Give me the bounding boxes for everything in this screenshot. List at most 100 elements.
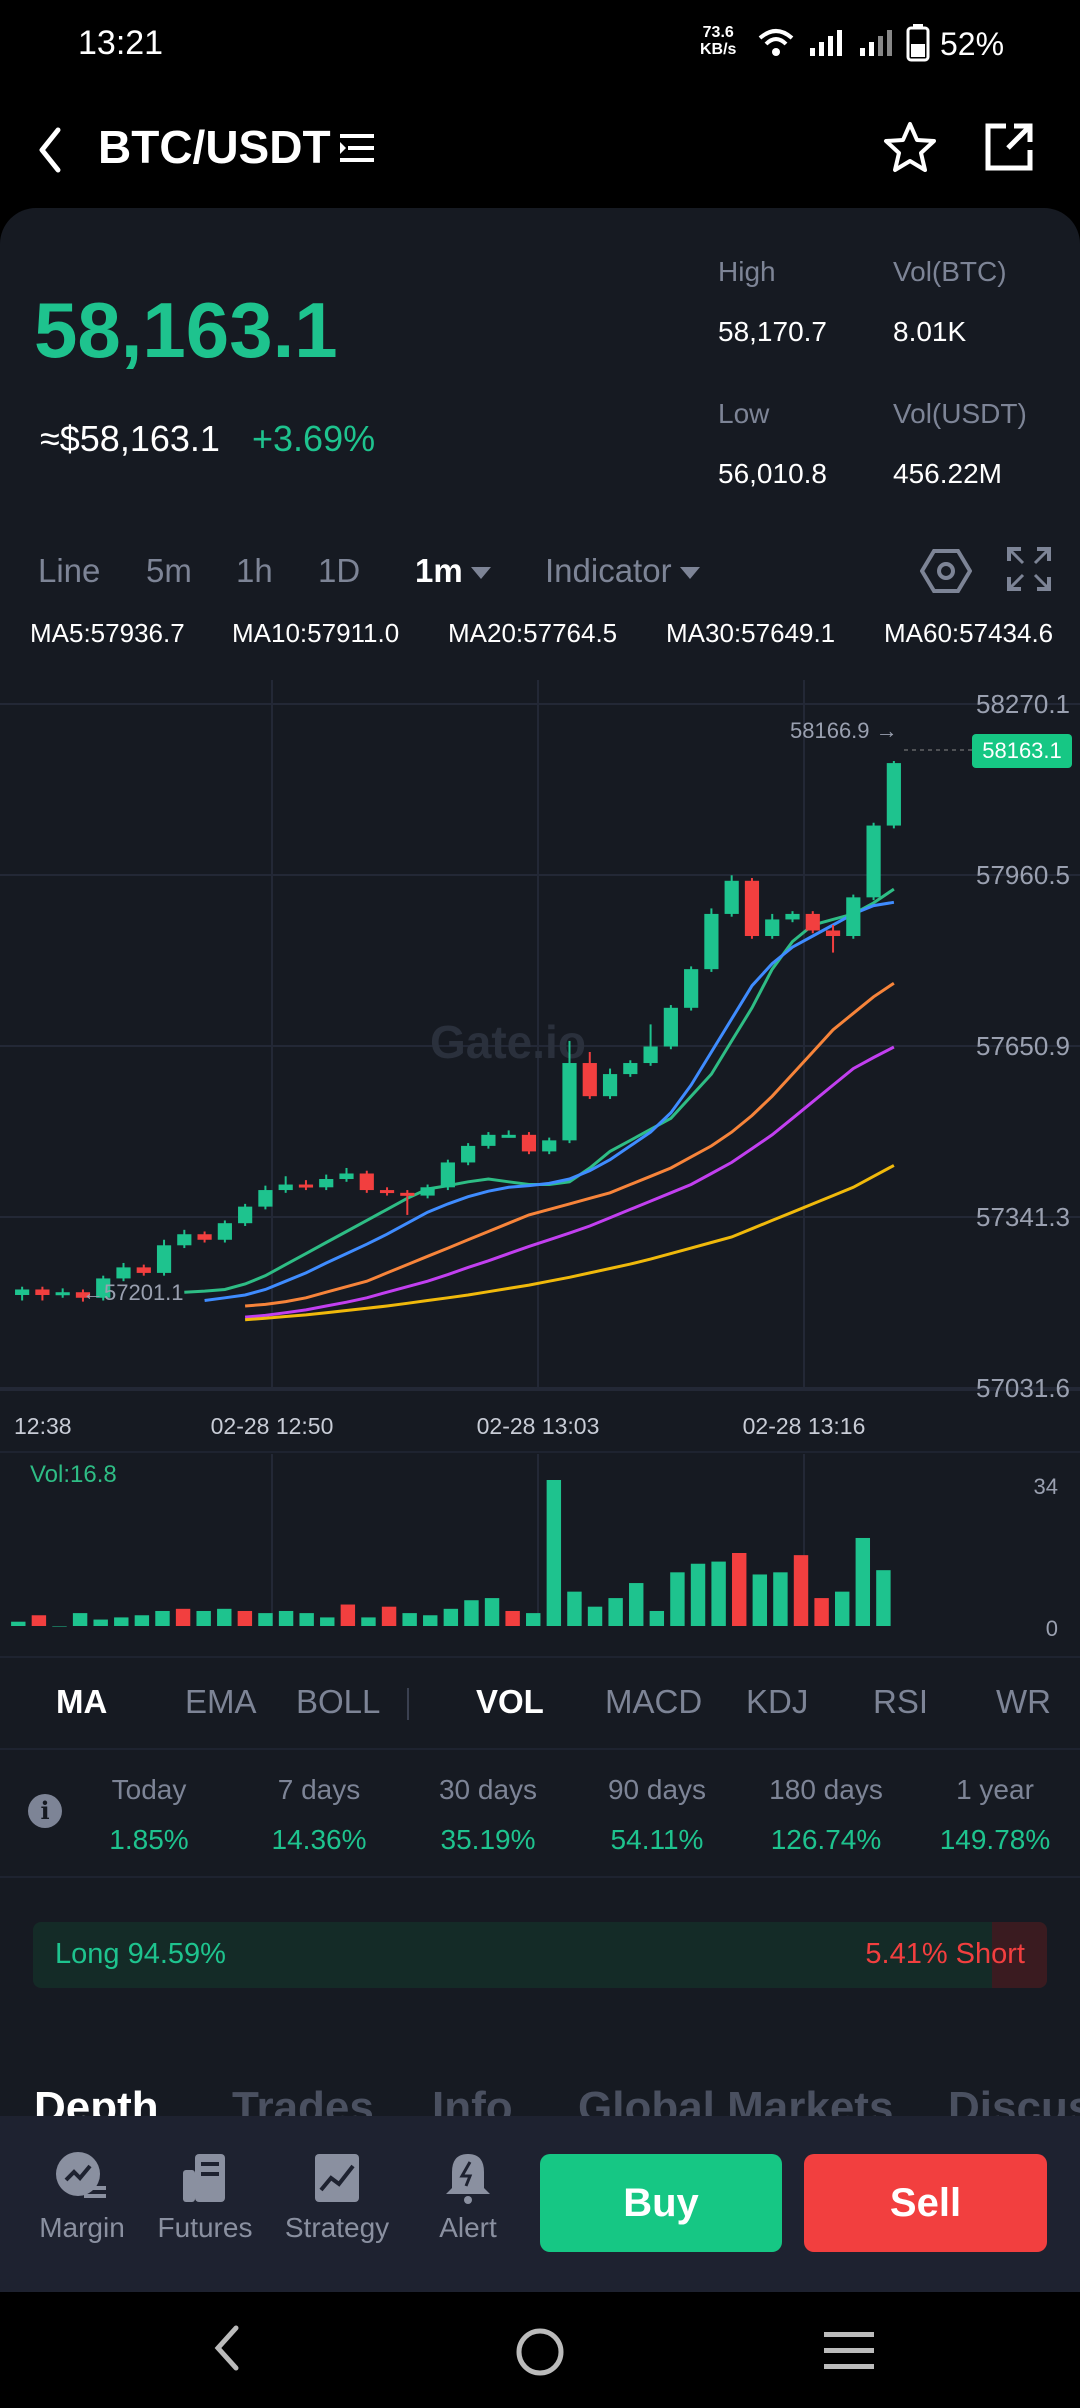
tab-kdj[interactable]: KDJ <box>746 1683 809 1720</box>
ma60-legend: MA60:57434.6 <box>884 618 1054 648</box>
tab-macd[interactable]: MACD <box>605 1683 703 1720</box>
indicator-dropdown[interactable]: Indicator <box>545 552 700 590</box>
tab-ema[interactable]: EMA <box>185 1683 257 1720</box>
divider <box>0 1876 1080 1878</box>
candle-body <box>75 1292 91 1298</box>
y-axis-label: 58270.1 <box>976 689 1070 719</box>
candle-body <box>663 1007 678 1047</box>
strategy-action[interactable]: Strategy <box>272 2150 402 2244</box>
back-arrow-icon[interactable] <box>30 120 70 180</box>
volume-bar <box>649 1610 665 1626</box>
perf-value-1y: 149.78% <box>939 1824 1051 1855</box>
volume-bar <box>134 1615 150 1626</box>
futures-action[interactable]: Futures <box>140 2150 270 2244</box>
signal-2-icon <box>860 30 892 56</box>
timeframe-1m[interactable]: 1m <box>415 552 491 590</box>
last-price: 58,163.1 <box>34 286 338 374</box>
alert-action[interactable]: Alert <box>403 2150 533 2244</box>
candle-body <box>156 1245 172 1273</box>
fullscreen-icon[interactable] <box>1005 545 1053 593</box>
candle-body <box>805 913 820 931</box>
candle-body <box>35 1289 50 1295</box>
volume-bar <box>320 1617 335 1626</box>
candle-body <box>562 1063 577 1141</box>
volume-min-label: 0 <box>1046 1616 1058 1641</box>
candle-body <box>298 1184 314 1188</box>
high-label: High <box>718 256 776 287</box>
volume-bar <box>814 1598 829 1626</box>
candle-body <box>582 1063 597 1097</box>
perf-value-90d: 54.11% <box>610 1824 704 1855</box>
volume-bar <box>175 1608 191 1626</box>
x-axis-label: 12:38 <box>14 1413 72 1439</box>
ma-line-ma10 <box>204 900 895 1302</box>
volume-bar <box>484 1598 500 1626</box>
nav-home-icon[interactable] <box>512 2324 568 2380</box>
perf-label-1y: 1 year <box>956 1774 1034 1805</box>
favorite-star-icon[interactable] <box>880 118 940 178</box>
pair-title[interactable]: BTC/USDT <box>98 121 331 173</box>
candle-body <box>116 1267 131 1279</box>
volume-bar <box>834 1591 850 1626</box>
candle-body <box>217 1223 232 1240</box>
perf-value-7d: 14.36% <box>271 1824 367 1855</box>
tab-ma[interactable]: MA <box>56 1683 108 1720</box>
timeframe-1d[interactable]: 1D <box>318 552 361 589</box>
y-axis-label: 57960.5 <box>976 860 1070 890</box>
volume-bar <box>11 1621 26 1626</box>
alert-label: Alert <box>439 2212 497 2243</box>
pair-list-icon[interactable] <box>338 128 378 168</box>
candle-body <box>440 1162 455 1188</box>
timeframe-1h[interactable]: 1h <box>236 552 273 589</box>
low-value: 56,010.8 <box>718 458 827 489</box>
chart-settings-icon[interactable] <box>920 545 972 597</box>
nav-back-icon[interactable] <box>206 2318 246 2378</box>
volume-bar <box>31 1615 47 1626</box>
volume-bar <box>587 1606 603 1626</box>
candle-body <box>319 1179 334 1188</box>
candle-body <box>177 1234 192 1246</box>
tab-wr[interactable]: WR <box>996 1683 1051 1720</box>
candle-body <box>886 763 901 826</box>
tab-rsi[interactable]: RSI <box>873 1683 929 1720</box>
strategy-label: Strategy <box>284 2212 390 2243</box>
volume-bar <box>52 1626 67 1627</box>
signal-icon <box>810 30 842 56</box>
tab-divider <box>407 1688 409 1720</box>
timeframe-5m[interactable]: 5m <box>146 552 192 589</box>
chevron-down-icon <box>679 567 700 580</box>
share-icon[interactable] <box>978 118 1038 178</box>
timeframe-line[interactable]: Line <box>38 552 101 589</box>
high-value: 58,170.7 <box>718 316 827 347</box>
candle-body <box>724 880 739 914</box>
margin-label: Margin <box>39 2212 125 2243</box>
net-speed-unit: KB/s <box>700 41 737 58</box>
volume-bar <box>381 1606 397 1626</box>
margin-action[interactable]: Margin <box>17 2150 147 2244</box>
candle-body <box>461 1145 476 1163</box>
net-speed-value: 73.6 <box>702 24 734 41</box>
candle-body <box>55 1292 70 1296</box>
buy-button[interactable]: Buy <box>540 2154 782 2252</box>
candle-body <box>623 1063 638 1075</box>
tab-boll[interactable]: BOLL <box>296 1683 381 1720</box>
vol-btc-value: 8.01K <box>893 316 967 347</box>
volume-bar <box>155 1610 170 1626</box>
network-speed: 73.6 KB/s <box>700 24 736 58</box>
candle-body <box>825 930 841 937</box>
sell-button[interactable]: Sell <box>804 2154 1047 2252</box>
info-icon[interactable]: i <box>28 1794 62 1828</box>
candle-body <box>521 1134 537 1152</box>
candle-body <box>744 880 760 937</box>
candle-body <box>481 1134 496 1146</box>
candlestick-chart[interactable]: Gate.io 58270.1 57960.5 57650.9 57341.3 5703… <box>0 680 1080 1460</box>
volume-chart[interactable]: Vol:16.8 34 0 <box>0 1450 1080 1650</box>
perf-label-90d: 90 days <box>607 1774 707 1805</box>
current-price-tag-text: 58163.1 <box>982 738 1062 763</box>
nav-recents-icon[interactable] <box>822 2326 878 2376</box>
candle-body <box>136 1267 151 1273</box>
volume-bar <box>443 1608 459 1626</box>
low-label: Low <box>718 398 770 429</box>
tab-vol[interactable]: VOL <box>476 1683 544 1720</box>
volume-bar <box>546 1480 562 1626</box>
